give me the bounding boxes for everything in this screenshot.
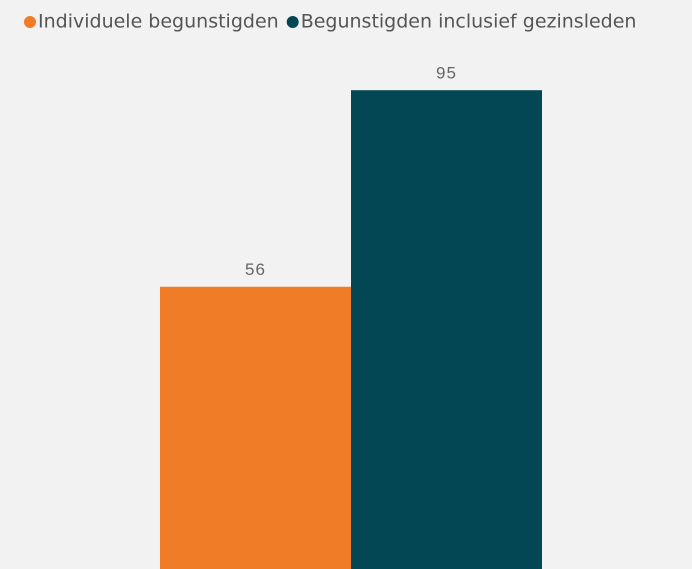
legend-marker — [286, 16, 299, 28]
value-label: 95 — [436, 64, 457, 83]
bar — [351, 90, 542, 569]
bar — [160, 286, 351, 569]
value-label: 56 — [245, 260, 266, 279]
legend-label: Begunstigden inclusief gezinsleden — [301, 11, 637, 33]
legend-marker — [24, 16, 36, 28]
legend-label: Individuele begunstigden — [38, 11, 279, 33]
